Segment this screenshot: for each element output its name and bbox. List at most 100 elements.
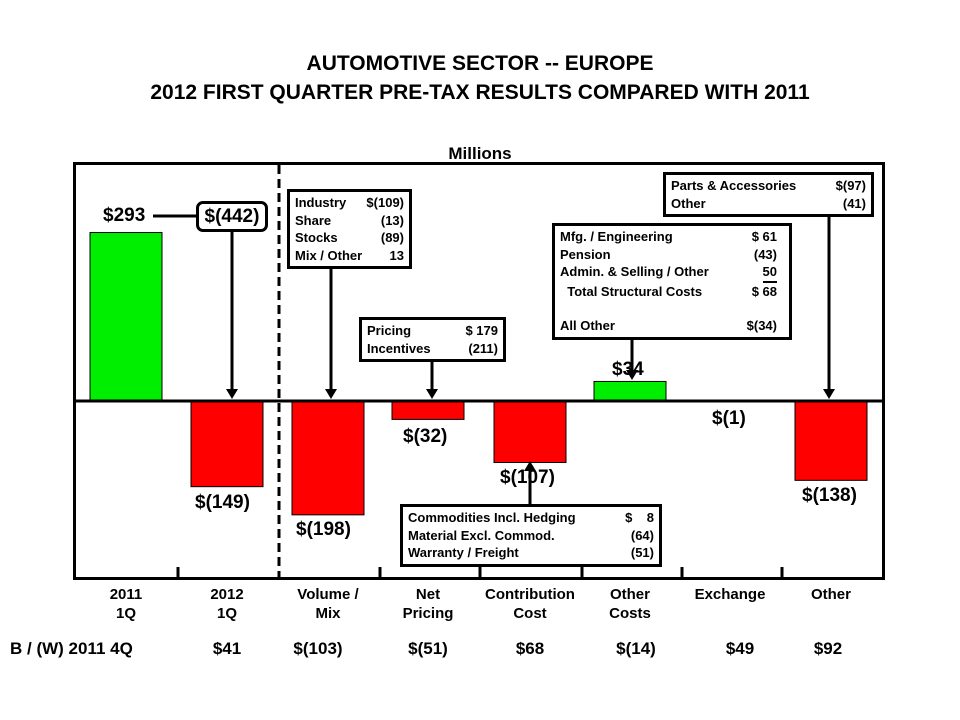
bw-value-0: $41	[212, 639, 242, 658]
callout-item-label: Industry	[295, 195, 347, 210]
x-tick-label-line	[675, 604, 785, 623]
callout-row: Share (13)	[295, 212, 404, 230]
pricing-arrowhead	[426, 389, 438, 399]
callout-pricing: Pricing $ 179 Incentives (211)	[359, 317, 506, 362]
bw-value-1: $(103)	[293, 639, 343, 658]
callout-item-label: Pension	[560, 246, 611, 262]
value-label-1: $(149)	[195, 492, 250, 513]
bw-value-6: $92	[813, 639, 843, 658]
callout-item-value: (89)	[380, 230, 404, 245]
plot-area	[73, 162, 885, 580]
x-tick-label-line: 2011	[109, 586, 143, 603]
callout-item-label: Parts & Accessories	[671, 178, 797, 193]
bw-value-3: $68	[515, 639, 545, 658]
x-tick-label-line: Contribution	[485, 586, 575, 603]
callout-item-value: (51)	[630, 545, 654, 560]
bw-value-4: $(14)	[616, 639, 656, 658]
callout-row: Incentives (211)	[367, 340, 498, 358]
bar-2	[291, 400, 365, 516]
x-tick-label-line: Cost	[513, 605, 547, 622]
callout-item-label: Other	[671, 195, 706, 211]
callout-item-label: Mix / Other	[295, 247, 363, 263]
callout-row: Mfg. / Engineering $ 61	[560, 228, 777, 246]
x-tick-label-line: Costs	[609, 605, 651, 622]
unit-label: Millions	[448, 144, 512, 163]
x-tick-label-1: 2012 1Q	[172, 585, 282, 623]
value-label-4: $(107)	[500, 467, 555, 488]
callout-item-value: $(34)	[746, 318, 777, 333]
total-change-box: $(442)	[196, 201, 268, 232]
callout-item-value: $ 61	[751, 229, 777, 244]
bar-5	[593, 380, 667, 402]
x-tick-label-line: Other	[609, 586, 650, 603]
volume-arrowhead	[325, 389, 337, 399]
x-tick-label-line: Pricing	[402, 605, 454, 622]
callout-row: All Other $(34)	[560, 317, 777, 335]
callout-item-value: $(109)	[366, 195, 404, 210]
callout-item-label: Total Structural Costs	[560, 283, 703, 299]
other-costs-arrowhead	[626, 370, 638, 380]
total-arrowhead	[226, 389, 238, 399]
bw-label: B / (W) 2011 4Q	[10, 639, 133, 658]
x-tick-label-line: Other	[810, 586, 851, 603]
bar-1	[190, 400, 264, 488]
callout-contribution: Commodities Incl. Hedging $ 8 Material Exc…	[400, 504, 662, 567]
callout-item-value: $ 179	[465, 323, 498, 338]
callout-row: Mix / Other 13	[295, 247, 404, 265]
x-tick-label-0: 2011 1Q	[71, 585, 181, 623]
callout-row: Material Excl. Commod. (64)	[408, 527, 654, 545]
contribution-arrowhead	[524, 461, 536, 471]
callout-other: Parts & Accessories $(97) Other (41)	[663, 172, 874, 217]
bar-7	[794, 400, 868, 481]
callout-row: Stocks (89)	[295, 229, 404, 247]
chart-title-line2: 2012 FIRST QUARTER PRE-TAX RESULTS COMPA…	[150, 81, 810, 104]
x-tick-label-3: Net Pricing	[373, 585, 483, 623]
callout-item-label: Stocks	[295, 230, 338, 245]
value-label-3: $(32)	[403, 426, 448, 447]
callout-row: Warranty / Freight (51)	[408, 544, 654, 562]
x-tick-label-line: Net	[415, 586, 441, 603]
callout-item-value: (211)	[468, 340, 498, 356]
callout-row: Admin. & Selling / Other 50	[560, 263, 777, 283]
x-tick-label-line: 1Q	[216, 605, 237, 622]
callout-item-label: Share	[295, 212, 332, 228]
other-arrowhead	[823, 389, 835, 399]
bar-4	[493, 400, 567, 464]
callout-row: Pension (43)	[560, 246, 777, 264]
callout-row: Pricing $ 179	[367, 322, 498, 340]
x-tick-label-6: Exchange	[675, 585, 785, 623]
callout-item-value: $(97)	[835, 178, 866, 193]
callout-item-label: Warranty / Freight	[408, 545, 519, 560]
callout-item-label: Incentives	[367, 340, 431, 356]
chart-title-line1: AUTOMOTIVE SECTOR -- EUROPE	[306, 52, 654, 75]
value-label-7: $(138)	[802, 485, 857, 506]
x-tick-label-line: Exchange	[694, 586, 766, 603]
callout-item-label: Mfg. / Engineering	[560, 229, 673, 244]
x-tick-label-line: Mix	[315, 605, 341, 622]
callout-row: Parts & Accessories $(97)	[671, 177, 866, 195]
callout-item-label: Admin. & Selling / Other	[560, 264, 709, 279]
bar-3	[391, 400, 465, 420]
bw-value-5: $49	[725, 639, 755, 658]
callout-item-value: (41)	[842, 195, 866, 211]
callout-row: Industry $(109)	[295, 194, 404, 212]
callout-item-label: Material Excl. Commod.	[408, 527, 555, 543]
x-tick-label-7: Other	[776, 585, 886, 623]
callout-row	[560, 300, 777, 317]
callout-item-value: (13)	[380, 212, 404, 228]
x-tick-label-line	[776, 604, 886, 623]
x-tick-label-2: Volume / Mix	[273, 585, 383, 623]
callout-item-value: 50	[762, 263, 777, 283]
callout-item-value: (64)	[630, 527, 654, 543]
callout-row: Commodities Incl. Hedging $ 8	[408, 509, 654, 527]
callout-row: Total Structural Costs $ 68	[560, 283, 777, 301]
callout-other-costs: Mfg. / Engineering $ 61 Pension (43) Admin. …	[552, 223, 792, 340]
callout-item-value: $ 8	[625, 510, 654, 525]
callout-row: Other (41)	[671, 195, 866, 213]
x-tick-label-5: Other Costs	[575, 585, 685, 623]
x-tick-label-4: Contribution Cost	[475, 585, 585, 623]
callout-item-value: $ 68	[751, 283, 777, 299]
callout-item-label: Pricing	[367, 323, 412, 338]
value-label-2: $(198)	[296, 519, 351, 540]
x-tick-label-line: 2012	[210, 586, 244, 603]
